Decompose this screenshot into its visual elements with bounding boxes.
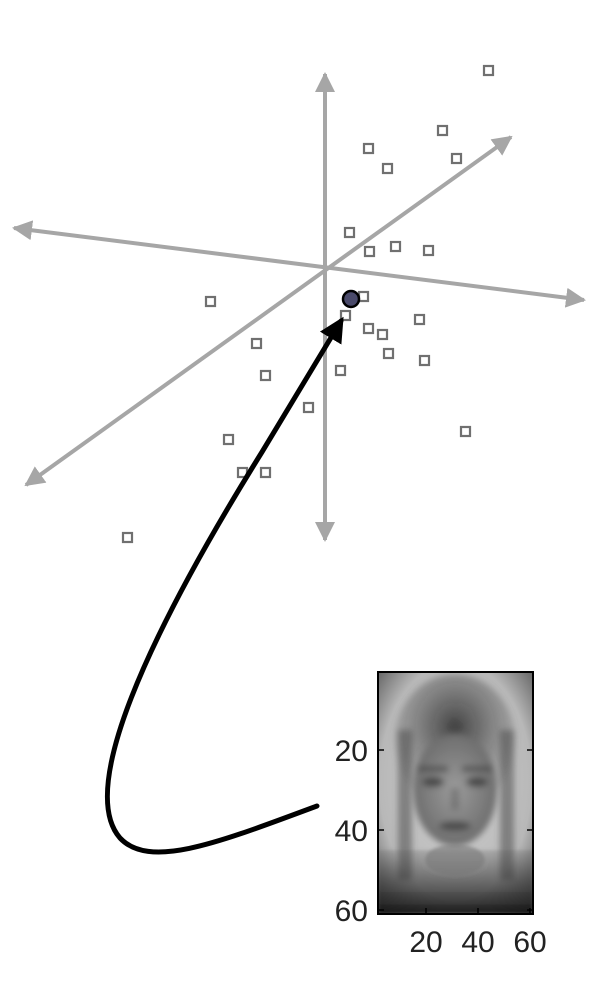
sample-marker	[436, 124, 449, 137]
sample-marker	[450, 152, 463, 165]
highlighted-point	[341, 289, 361, 309]
sample-marker	[250, 337, 263, 350]
sample-marker	[422, 244, 435, 257]
sample-marker	[413, 313, 426, 326]
y-tick-label: 20	[335, 735, 368, 768]
sample-marker	[339, 309, 352, 322]
sample-marker	[259, 466, 272, 479]
y-tick-label: 60	[335, 895, 368, 928]
mapping-arrow	[105, 316, 344, 855]
face-image	[377, 671, 534, 915]
sample-marker	[357, 290, 370, 303]
sample-marker	[363, 245, 376, 258]
sample-marker	[362, 322, 375, 335]
sample-marker	[121, 531, 134, 544]
sample-marker	[389, 240, 402, 253]
sample-marker	[459, 425, 472, 438]
sample-marker	[259, 369, 272, 382]
y-tick-label: 40	[335, 815, 368, 848]
sample-marker	[482, 64, 495, 77]
sample-marker	[418, 354, 431, 367]
sample-marker	[343, 226, 356, 239]
projection-axes	[12, 72, 586, 542]
x-tick-label: 60	[513, 926, 546, 959]
sample-marker	[362, 142, 375, 155]
sample-marker	[302, 401, 315, 414]
sample-marker	[381, 162, 394, 175]
sample-marker	[376, 328, 389, 341]
sample-marker	[222, 433, 235, 446]
sample-marker	[382, 347, 395, 360]
sample-marker	[334, 364, 347, 377]
x-tick-label: 40	[461, 926, 494, 959]
sample-marker	[204, 295, 217, 308]
sample-markers	[121, 64, 495, 544]
depth-axis	[24, 135, 513, 487]
image-axes-box	[377, 671, 534, 915]
x-tick-label: 20	[409, 926, 442, 959]
